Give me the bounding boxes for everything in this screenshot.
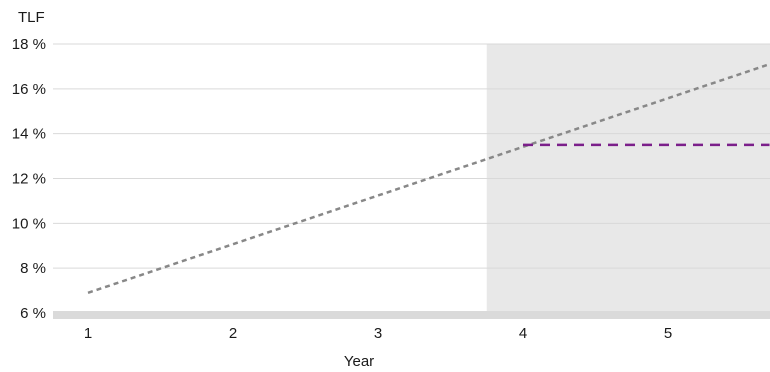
x-axis-title: Year (344, 353, 374, 370)
x-axis-band (53, 311, 770, 319)
y-tick-label: 14 % (12, 126, 46, 143)
y-tick-label: 16 % (12, 81, 46, 98)
y-tick-label: 8 % (20, 260, 46, 277)
x-tick-label: 1 (84, 325, 92, 342)
y-tick-label: 12 % (12, 171, 46, 188)
y-axis-title: TLF (18, 9, 45, 26)
x-tick-label: 4 (519, 325, 527, 342)
series-lines (87, 62, 770, 295)
y-tick-labels: 6 % 8 % 10 % 12 % 14 % 16 % 18 % (12, 36, 46, 322)
x-tick-label: 2 (229, 325, 237, 342)
y-tick-label: 6 % (20, 305, 46, 322)
x-tick-label: 3 (374, 325, 382, 342)
y-tick-label: 18 % (12, 36, 46, 53)
y-tick-label: 10 % (12, 215, 46, 232)
gridlines (53, 43, 770, 269)
x-tick-label: 5 (664, 325, 672, 342)
x-tick-labels: 1 2 3 4 5 (84, 325, 672, 342)
series-line-1 (87, 62, 770, 295)
